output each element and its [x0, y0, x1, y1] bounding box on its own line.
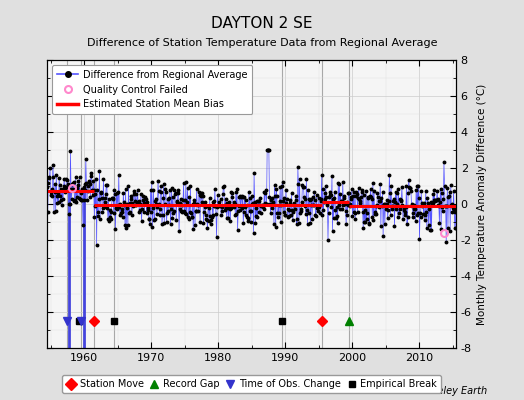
Text: Berkeley Earth: Berkeley Earth: [415, 386, 487, 396]
Text: DAYTON 2 SE: DAYTON 2 SE: [211, 16, 313, 31]
Legend: Station Move, Record Gap, Time of Obs. Change, Empirical Break: Station Move, Record Gap, Time of Obs. C…: [62, 375, 441, 393]
Text: Difference of Station Temperature Data from Regional Average: Difference of Station Temperature Data f…: [87, 38, 437, 48]
Y-axis label: Monthly Temperature Anomaly Difference (°C): Monthly Temperature Anomaly Difference (…: [477, 83, 487, 325]
Legend: Difference from Regional Average, Quality Control Failed, Estimated Station Mean: Difference from Regional Average, Qualit…: [52, 65, 253, 114]
